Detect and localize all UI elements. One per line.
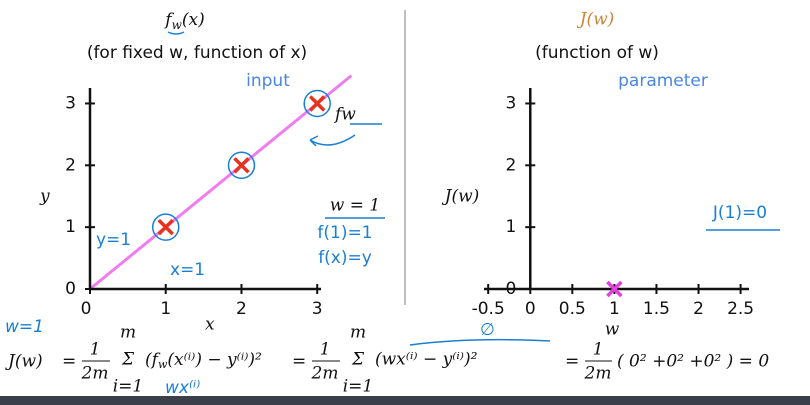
- formula-part: 2m: [311, 364, 339, 384]
- y-axis-label: y: [39, 187, 50, 207]
- formula-part: m: [120, 323, 136, 343]
- formula-part: i=1: [343, 377, 374, 397]
- formula-part: (x⁽ⁱ⁾) − y⁽ⁱ⁾)²: [167, 350, 262, 370]
- title-part: w: [172, 18, 183, 32]
- handwriting: ∅: [480, 320, 495, 340]
- hand-circle: [227, 151, 256, 180]
- formula-part: ( 0² +0² +0² ) = 0: [617, 352, 769, 372]
- x-tick-label: 2: [236, 299, 247, 319]
- formula-part: 2m: [81, 364, 109, 384]
- formula-part: J(w): [5, 352, 43, 372]
- x-axis-label: w: [605, 320, 620, 340]
- x-marker: [308, 95, 326, 112]
- annotation: x=1: [170, 260, 205, 280]
- y-tick-label: 1: [505, 217, 516, 237]
- formula-part: Σ: [121, 350, 135, 370]
- brace: [409, 338, 551, 346]
- formula-part: 1: [320, 340, 331, 360]
- y-tick-label: 2: [65, 155, 76, 175]
- y-axis-label: J(w): [442, 187, 480, 207]
- hand-circle: [303, 89, 331, 118]
- chart-title: J(w): [577, 10, 615, 30]
- x-tick-label: 1: [609, 299, 620, 319]
- y-tick-label: 0: [65, 279, 76, 299]
- annotation: f(1)=1: [317, 223, 372, 243]
- data-point: [151, 213, 180, 241]
- chart-title: fw(x): [163, 10, 204, 32]
- title-part: (x): [182, 10, 205, 30]
- x-marker: [606, 280, 623, 298]
- chart-subtitle: (for fixed w, function of x): [87, 43, 307, 63]
- formula-part: =: [565, 352, 579, 372]
- video-bar: [0, 396, 810, 405]
- hand-circle: [151, 213, 180, 241]
- arrow: [309, 123, 382, 147]
- x-tick-label: 2: [693, 299, 704, 319]
- title-part: f: [163, 10, 174, 30]
- x-axis-label: x: [205, 315, 215, 335]
- formula-part: (fw(x⁽ⁱ⁾) − y⁽ⁱ⁾)²: [145, 350, 262, 372]
- chart-subtitle: (function of w): [535, 43, 659, 63]
- formula-part: (wx⁽ⁱ⁾ − y⁽ⁱ⁾)²: [375, 350, 478, 370]
- y-tick-label: 2: [505, 155, 516, 175]
- formula-part: (f: [145, 350, 161, 370]
- y-tick-label: 3: [65, 93, 76, 113]
- formula: w=1 J(w) = 1 2m m Σ i=1 (fw(x⁽ⁱ⁾) − y⁽ⁱ⁾…: [5, 317, 769, 398]
- formula-part: 1: [593, 340, 604, 360]
- annotation: w = 1: [330, 196, 380, 216]
- data-point: [227, 151, 256, 180]
- x-tick-label: 0.5: [559, 299, 586, 319]
- handwriting: wx⁽ⁱ⁾: [165, 378, 200, 398]
- x-tick-label: -0.5: [472, 299, 505, 319]
- formula-part: 1: [90, 340, 101, 360]
- x-tick-label: 0: [525, 299, 536, 319]
- fit-line: [89, 74, 353, 291]
- x-tick-label: 0: [81, 299, 92, 319]
- x-tick-label: 2.5: [727, 299, 754, 319]
- y-tick-label: 1: [65, 217, 76, 237]
- x-marker: [157, 218, 174, 236]
- x-tick-label: 1: [160, 299, 171, 319]
- x-tick-label: 3: [312, 299, 323, 319]
- annotation: fw: [333, 105, 356, 125]
- annotation: f(x)=y: [318, 248, 372, 268]
- formula-part: i=1: [113, 377, 144, 397]
- x-marker: [233, 157, 250, 174]
- underline: [167, 31, 185, 35]
- note: parameter: [618, 71, 708, 91]
- annotation: y=1: [96, 230, 131, 250]
- y-tick-label: 3: [505, 93, 516, 113]
- formula-part: =: [292, 352, 306, 372]
- formula-part: m: [350, 323, 366, 343]
- x-tick-label: 1.5: [643, 299, 670, 319]
- formula-part: 2m: [584, 364, 612, 384]
- formula-part: Σ: [351, 350, 365, 370]
- formula-part: w: [158, 358, 168, 371]
- data-point: [606, 280, 623, 298]
- annotation: J(1)=0: [712, 203, 767, 223]
- data-point: [303, 89, 331, 118]
- y-tick-label: 0: [505, 279, 516, 299]
- formula-part: =: [62, 352, 76, 372]
- note: input: [246, 71, 290, 91]
- handwriting: w=1: [5, 317, 44, 337]
